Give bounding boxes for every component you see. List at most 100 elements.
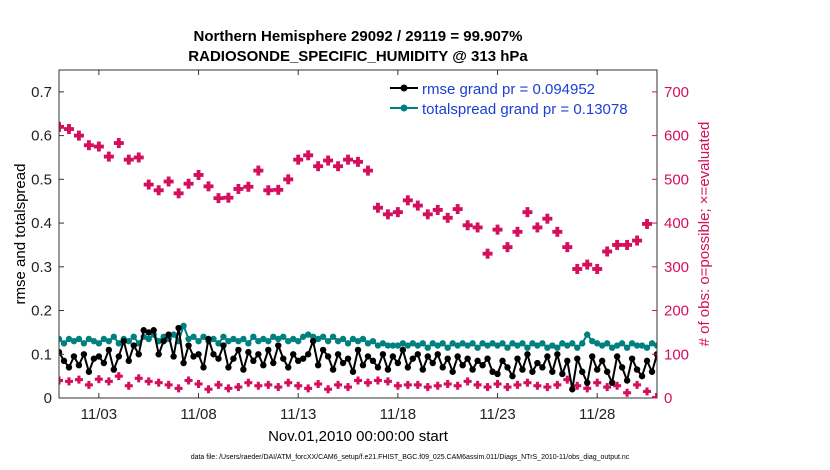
rmse-point xyxy=(75,362,83,369)
totalspread-point xyxy=(319,333,327,340)
rmse-point xyxy=(454,353,461,360)
obs_evaluated-point xyxy=(183,178,194,189)
totalspread-point xyxy=(534,342,541,349)
totalspread-point xyxy=(404,342,412,349)
obs_evaluated-point xyxy=(452,204,463,215)
obs_possible-point xyxy=(483,383,492,392)
rmse-point xyxy=(290,351,297,358)
totalspread-point xyxy=(349,335,357,343)
rmse-point xyxy=(648,368,656,375)
y-tick-label-left: 0.7 xyxy=(31,84,52,101)
rmse-point xyxy=(469,366,476,373)
obs_evaluated-point xyxy=(143,179,154,190)
obs_evaluated-point xyxy=(173,188,184,199)
totalspread-point xyxy=(125,337,132,345)
totalspread-point xyxy=(105,337,113,345)
rmse-point xyxy=(210,351,217,358)
rmse-point xyxy=(265,346,272,354)
rmse-point xyxy=(105,346,113,354)
rmse-point xyxy=(479,362,486,369)
rmse-point xyxy=(270,359,277,367)
rmse-point xyxy=(80,351,88,358)
obs_possible-point xyxy=(184,376,193,385)
obs_evaluated-point xyxy=(283,174,294,185)
totalspread-point xyxy=(608,344,616,351)
rmse-point xyxy=(240,366,247,373)
totalspread-point xyxy=(489,340,496,347)
legend-rmse-label: rmse grand pr = 0.094952 xyxy=(422,81,595,98)
obs_evaluated-point xyxy=(642,218,653,229)
rmse-point xyxy=(314,362,322,369)
rmse-point xyxy=(195,351,202,358)
obs_evaluated-point xyxy=(362,165,373,176)
rmse-point xyxy=(250,357,257,365)
totalspread-point xyxy=(514,342,521,349)
rmse-point xyxy=(185,342,192,349)
rmse-point xyxy=(409,355,417,362)
obs_evaluated-point xyxy=(293,154,304,165)
obs_possible-point xyxy=(214,380,223,389)
rmse-point xyxy=(344,355,352,362)
obs_possible-point xyxy=(593,378,602,387)
totalspread-point xyxy=(434,342,441,349)
totalspread-point xyxy=(225,337,232,345)
obs_possible-point xyxy=(174,384,183,393)
rmse-point xyxy=(135,351,142,358)
rmse-point xyxy=(349,368,357,375)
obs_possible-point xyxy=(294,381,303,390)
rmse-point xyxy=(145,329,152,336)
obs_evaluated-point xyxy=(313,161,324,172)
obs_evaluated-point xyxy=(532,222,543,233)
obs_evaluated-point xyxy=(552,226,563,237)
rmse-point xyxy=(220,342,227,349)
totalspread-point xyxy=(280,333,287,340)
obs_possible-point xyxy=(473,380,482,389)
obs_evaluated-point xyxy=(153,185,164,196)
obs_possible-point xyxy=(314,380,323,389)
totalspread-point xyxy=(618,340,626,347)
rmse-point xyxy=(215,355,222,362)
obs_evaluated-point xyxy=(442,212,453,223)
obs_evaluated-point xyxy=(492,224,503,235)
y-tick-label-right: 100 xyxy=(664,346,689,363)
rmse-point xyxy=(618,364,626,371)
totalspread-point xyxy=(594,340,601,347)
obs_evaluated-point xyxy=(353,156,363,167)
totalspread-point xyxy=(474,344,481,351)
obs_possible-point xyxy=(423,383,432,392)
totalspread-point xyxy=(559,340,566,347)
y-tick-label-left: 0.3 xyxy=(31,259,52,276)
rmse-point xyxy=(439,364,446,371)
rmse-point xyxy=(633,366,641,373)
y-tick-label-right: 400 xyxy=(664,215,689,232)
obs_evaluated-point xyxy=(422,209,433,220)
obs_evaluated-point xyxy=(243,181,254,192)
obs_evaluated-point xyxy=(412,200,423,211)
rmse-point xyxy=(364,353,372,360)
rmse-point xyxy=(160,337,167,345)
totalspread-point xyxy=(379,340,387,347)
totalspread-point xyxy=(459,340,466,347)
obs_possible-point xyxy=(254,381,263,390)
rmse-point xyxy=(524,351,531,358)
rmse-point xyxy=(404,364,412,371)
rmse-point xyxy=(554,351,561,358)
rmse-point xyxy=(235,346,242,354)
rmse-point xyxy=(275,342,282,349)
rmse-point xyxy=(140,327,147,334)
obs_evaluated-point xyxy=(432,204,443,215)
obs_possible-point xyxy=(583,384,592,393)
obs_possible-point xyxy=(493,380,502,389)
totalspread-point xyxy=(314,335,322,343)
obs_possible-point xyxy=(503,383,512,392)
totalspread-point xyxy=(275,335,282,343)
obs_evaluated-point xyxy=(63,124,74,135)
rmse-point xyxy=(594,366,601,373)
totalspread-point xyxy=(265,337,272,345)
totalspread-point xyxy=(469,340,476,347)
totalspread-point xyxy=(70,337,78,345)
obs_evaluated-point xyxy=(193,169,204,180)
rmse-point xyxy=(130,342,137,349)
obs_possible-point xyxy=(334,380,343,389)
rmse-point xyxy=(628,355,636,362)
